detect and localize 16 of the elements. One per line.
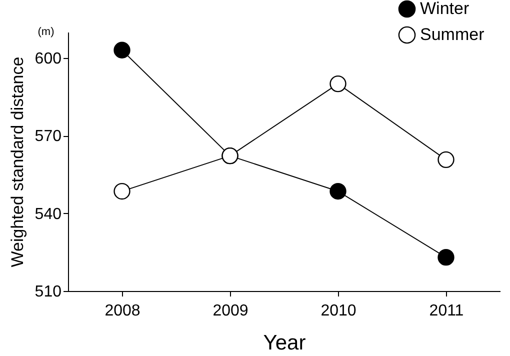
y-axis-title: Weighted standard distance	[8, 56, 27, 268]
x-tick-label: 2008	[104, 302, 140, 320]
text: (m)	[38, 26, 54, 38]
y-tick-label: 570	[34, 128, 62, 146]
y-tick-label: 510	[34, 284, 62, 300]
legend-label: Summer	[420, 25, 485, 44]
x-tick-label: 2009	[212, 302, 248, 320]
y-tick-label: 540	[34, 206, 62, 223]
x-tick-label: 2011	[429, 302, 464, 320]
legend-label: Winter	[420, 0, 470, 18]
point	[114, 42, 130, 58]
point	[330, 182, 346, 200]
point	[438, 249, 454, 266]
x-tick-label: 2010	[320, 302, 356, 320]
x-axis-title: Year	[263, 332, 306, 354]
y-tick-label: 600	[34, 50, 62, 68]
